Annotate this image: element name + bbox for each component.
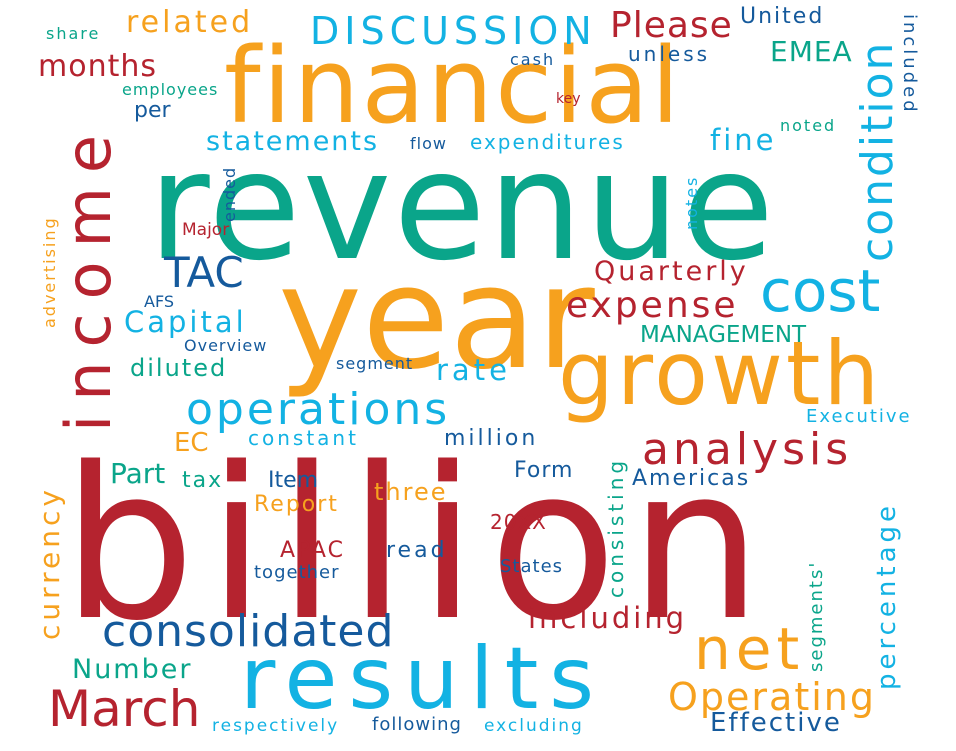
word-report: Report bbox=[254, 492, 339, 517]
word-emea: EMEA bbox=[770, 35, 853, 68]
word-advertising: advertising bbox=[40, 216, 59, 328]
word-operations: operations bbox=[186, 384, 451, 435]
word-expense: expense bbox=[566, 285, 739, 326]
word-revenue: revenue bbox=[148, 120, 777, 294]
word-included: included bbox=[899, 14, 920, 115]
word-together: together bbox=[254, 562, 340, 583]
word-capital: Capital bbox=[124, 305, 247, 339]
word-consisting: consisting bbox=[604, 456, 628, 598]
word-consolidated: consolidated bbox=[102, 606, 395, 657]
word-income: income bbox=[52, 120, 125, 432]
word-per: per bbox=[134, 98, 171, 123]
word-afs: AFS bbox=[144, 292, 175, 311]
word-tax: tax bbox=[182, 468, 224, 493]
word-cash: cash bbox=[510, 50, 556, 69]
word-flow: flow bbox=[410, 134, 447, 153]
word-employees: employees bbox=[122, 80, 219, 99]
word-number: Number bbox=[72, 654, 193, 685]
word-months: months bbox=[38, 49, 157, 84]
word-net: net bbox=[694, 615, 805, 683]
word-related: related bbox=[126, 5, 254, 40]
word-part: Part bbox=[110, 457, 166, 490]
word-discussion: DISCUSSION bbox=[310, 9, 597, 53]
word-major: Major bbox=[182, 220, 230, 240]
word-form: Form bbox=[514, 458, 574, 483]
word-percentage: percentage bbox=[872, 501, 902, 690]
word-three: three bbox=[374, 478, 448, 506]
word-unless: unless bbox=[628, 42, 711, 66]
word-analysis: analysis bbox=[642, 424, 853, 475]
word-segment: segment bbox=[336, 354, 414, 373]
word-growth: growth bbox=[558, 322, 883, 425]
word-financial: financial bbox=[224, 25, 682, 147]
word-tac: TAC bbox=[164, 248, 244, 297]
word-states: States bbox=[500, 556, 564, 577]
word-notes: notes bbox=[682, 175, 701, 230]
word-operating: Operating bbox=[668, 675, 876, 719]
word-united: United bbox=[740, 4, 825, 29]
word-key: key bbox=[556, 91, 581, 107]
word-quarterly: Quarterly bbox=[594, 256, 749, 287]
word-statements: statements bbox=[206, 126, 380, 157]
word-management: MANAGEMENT bbox=[640, 322, 807, 348]
word-read: read bbox=[386, 538, 448, 563]
word-expenditures: expenditures bbox=[470, 130, 625, 154]
word-currency: currency bbox=[33, 486, 66, 640]
word-billion: billion bbox=[62, 422, 775, 667]
word-year: year bbox=[278, 236, 595, 401]
word-ended: ended bbox=[220, 166, 239, 222]
word-cost: cost bbox=[760, 257, 881, 325]
word-ec: EC bbox=[174, 428, 209, 458]
word-noted: noted bbox=[780, 116, 837, 135]
word-effective: Effective bbox=[710, 708, 842, 738]
word-respectively: respectively bbox=[212, 716, 340, 736]
word-overview: Overview bbox=[184, 336, 268, 355]
word-fine: fine bbox=[710, 123, 777, 157]
word-march: March bbox=[48, 680, 201, 738]
word-segments: segments' bbox=[806, 560, 827, 672]
word-following: following bbox=[372, 714, 462, 735]
word-apac: APAC bbox=[280, 538, 345, 563]
word-20xx: 20XX bbox=[490, 510, 547, 534]
word-constant: constant bbox=[248, 426, 359, 450]
word-including: including bbox=[528, 601, 688, 635]
word-excluding: excluding bbox=[484, 716, 584, 736]
word-executive: Executive bbox=[806, 406, 912, 427]
word-rate: rate bbox=[436, 353, 511, 387]
word-million: million bbox=[444, 426, 539, 451]
word-item: Item bbox=[268, 468, 319, 493]
word-condition: condition bbox=[852, 40, 903, 262]
word-please: Please bbox=[610, 5, 733, 46]
word-share: share bbox=[46, 24, 101, 43]
word-diluted: diluted bbox=[130, 354, 228, 382]
word-americas: Americas bbox=[632, 466, 751, 491]
word-results: results bbox=[240, 629, 606, 729]
